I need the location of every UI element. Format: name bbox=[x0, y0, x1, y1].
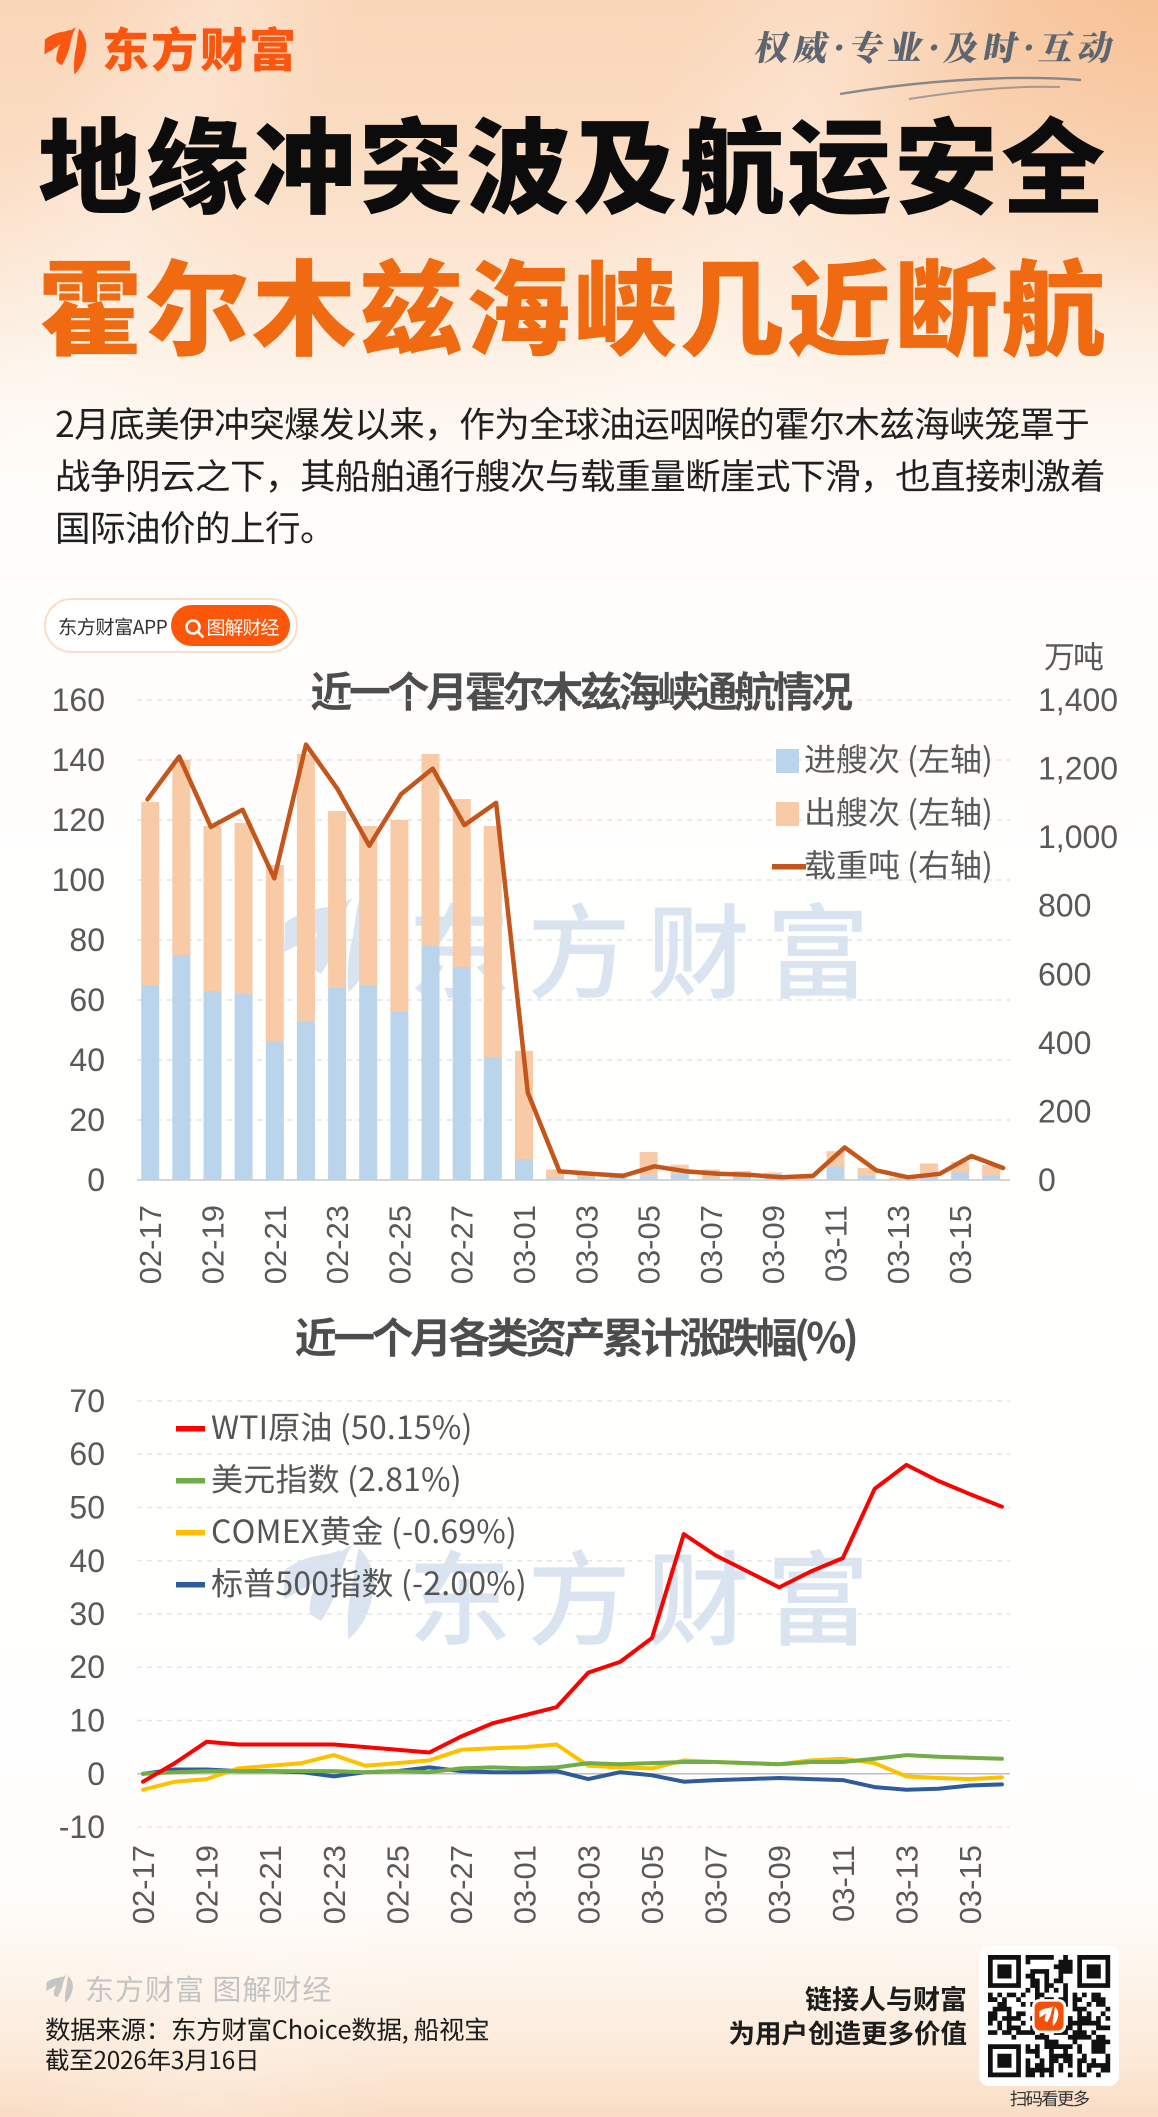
svg-text:03-01: 03-01 bbox=[508, 1845, 543, 1924]
svg-text:1,400: 1,400 bbox=[1038, 682, 1118, 718]
svg-text:20: 20 bbox=[69, 1102, 105, 1138]
svg-text:02-17: 02-17 bbox=[133, 1205, 168, 1284]
svg-text:600: 600 bbox=[1038, 956, 1091, 992]
svg-text:03-13: 03-13 bbox=[881, 1205, 916, 1284]
svg-text:100: 100 bbox=[52, 862, 105, 898]
svg-text:0: 0 bbox=[1038, 1162, 1056, 1198]
svg-text:03-15: 03-15 bbox=[953, 1845, 988, 1924]
svg-text:03-09: 03-09 bbox=[756, 1205, 791, 1284]
svg-text:03-11: 03-11 bbox=[819, 1205, 854, 1282]
svg-text:02-19: 02-19 bbox=[196, 1205, 231, 1284]
svg-text:40: 40 bbox=[69, 1543, 105, 1579]
svg-text:800: 800 bbox=[1038, 888, 1091, 924]
svg-text:60: 60 bbox=[69, 982, 105, 1018]
svg-text:60: 60 bbox=[69, 1436, 105, 1472]
svg-text:03-07: 03-07 bbox=[694, 1205, 729, 1284]
svg-text:03-03: 03-03 bbox=[571, 1845, 606, 1924]
svg-text:03-03: 03-03 bbox=[569, 1205, 604, 1284]
svg-text:20: 20 bbox=[69, 1649, 105, 1685]
svg-text:-10: -10 bbox=[59, 1809, 105, 1845]
svg-text:02-27: 02-27 bbox=[444, 1845, 479, 1924]
svg-text:03-05: 03-05 bbox=[635, 1845, 670, 1924]
svg-text:120: 120 bbox=[52, 802, 105, 838]
svg-text:02-23: 02-23 bbox=[320, 1205, 355, 1284]
svg-text:02-25: 02-25 bbox=[381, 1845, 416, 1924]
svg-text:03-11: 03-11 bbox=[826, 1845, 861, 1922]
svg-text:400: 400 bbox=[1038, 1025, 1091, 1061]
svg-text:200: 200 bbox=[1038, 1093, 1091, 1129]
svg-text:50: 50 bbox=[69, 1490, 105, 1526]
svg-text:02-27: 02-27 bbox=[445, 1205, 480, 1284]
svg-text:02-23: 02-23 bbox=[317, 1845, 352, 1924]
svg-text:1,000: 1,000 bbox=[1038, 819, 1118, 855]
svg-text:03-01: 03-01 bbox=[507, 1205, 542, 1284]
svg-text:02-21: 02-21 bbox=[258, 1205, 293, 1284]
svg-text:70: 70 bbox=[69, 1383, 105, 1419]
svg-text:02-17: 02-17 bbox=[126, 1845, 161, 1924]
svg-text:03-13: 03-13 bbox=[889, 1845, 924, 1924]
svg-text:03-07: 03-07 bbox=[699, 1845, 734, 1924]
svg-text:140: 140 bbox=[52, 742, 105, 778]
svg-text:0: 0 bbox=[87, 1756, 105, 1792]
svg-text:1,200: 1,200 bbox=[1038, 751, 1118, 787]
svg-text:30: 30 bbox=[69, 1596, 105, 1632]
svg-text:02-25: 02-25 bbox=[382, 1205, 417, 1284]
svg-text:10: 10 bbox=[69, 1703, 105, 1739]
svg-text:02-19: 02-19 bbox=[190, 1845, 225, 1924]
svg-text:0: 0 bbox=[87, 1162, 105, 1198]
svg-text:03-09: 03-09 bbox=[762, 1845, 797, 1924]
svg-text:80: 80 bbox=[69, 922, 105, 958]
svg-text:02-21: 02-21 bbox=[253, 1845, 288, 1924]
svg-text:03-15: 03-15 bbox=[943, 1205, 978, 1284]
svg-text:03-05: 03-05 bbox=[632, 1205, 667, 1284]
svg-text:160: 160 bbox=[52, 682, 105, 718]
svg-text:40: 40 bbox=[69, 1042, 105, 1078]
